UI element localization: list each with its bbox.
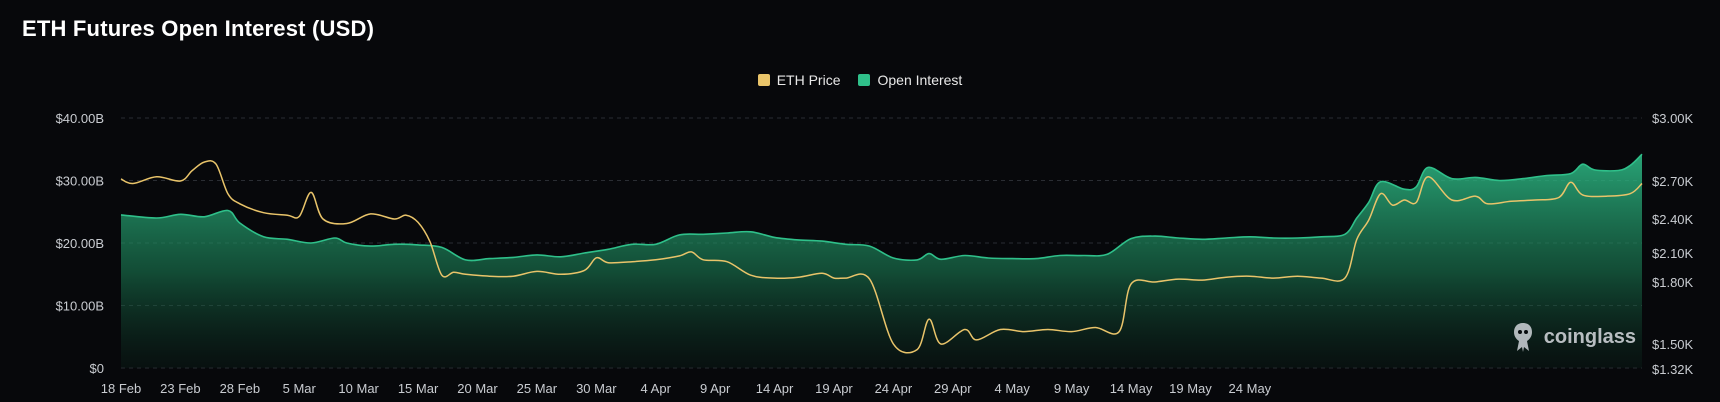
- right-axis-tick-label: $2.70K: [1652, 174, 1694, 189]
- legend-label-eth-price: ETH Price: [776, 72, 841, 88]
- watermark-text: coinglass: [1543, 325, 1636, 348]
- x-axis-tick-label: 25 Mar: [517, 381, 558, 396]
- x-axis-tick-label: 19 Apr: [815, 381, 853, 396]
- x-axis-tick-label: 30 Mar: [576, 381, 617, 396]
- left-axis-tick-label: $0: [90, 361, 104, 376]
- open-interest-line: [120, 153, 1643, 262]
- right-axis-tick-label: $2.40K: [1652, 212, 1694, 227]
- left-axis-tick-label: $10.00B: [56, 299, 104, 314]
- x-axis-tick-label: 10 Mar: [338, 381, 379, 396]
- legend-swatch-eth-price: [757, 74, 770, 86]
- x-axis-tick-label: 23 Feb: [160, 381, 200, 396]
- x-axis-tick-label: 14 May: [1110, 381, 1153, 396]
- open-interest-area: [121, 154, 1642, 368]
- right-axis-tick-label: $1.32K: [1652, 362, 1694, 377]
- right-axis-tick-label: $1.50K: [1652, 337, 1694, 352]
- x-axis-tick-label: 5 Mar: [283, 381, 317, 396]
- right-axis-tick-label: $3.00K: [1652, 111, 1694, 126]
- legend-item-open-interest[interactable]: Open Interest: [858, 72, 962, 88]
- x-axis-tick-label: 20 Mar: [457, 381, 498, 396]
- legend-swatch-open-interest: [858, 74, 871, 86]
- x-axis-tick-label: 24 Apr: [875, 381, 913, 396]
- legend-item-eth-price[interactable]: ETH Price: [757, 72, 841, 88]
- coinglass-watermark: coinglass: [1508, 320, 1636, 354]
- x-axis-tick-label: 19 May: [1169, 381, 1212, 396]
- right-axis-tick-label: $2.10K: [1652, 246, 1694, 261]
- chart-title: ETH Futures Open Interest (USD): [22, 16, 375, 41]
- left-axis-tick-label: $40.00B: [56, 111, 104, 126]
- left-axis-tick-label: $30.00B: [56, 174, 104, 189]
- right-axis-tick-label: $1.80K: [1652, 275, 1694, 290]
- x-axis-tick-label: 18 Feb: [101, 381, 141, 396]
- x-axis-tick-label: 9 May: [1054, 381, 1090, 396]
- chart-legend: ETH Price Open Interest: [0, 72, 1720, 88]
- x-axis-tick-label: 4 May: [995, 381, 1031, 396]
- coinglass-logo-icon: [1513, 323, 1532, 352]
- x-axis-tick-label: 24 May: [1229, 381, 1272, 396]
- x-axis-tick-label: 9 Apr: [700, 381, 731, 396]
- left-axis-tick-label: $20.00B: [56, 236, 104, 251]
- x-axis-tick-label: 29 Apr: [934, 381, 972, 396]
- legend-label-open-interest: Open Interest: [877, 72, 963, 88]
- x-axis-tick-label: 28 Feb: [220, 381, 260, 396]
- eth-price-line: [120, 160, 1643, 354]
- x-axis-tick-label: 14 Apr: [756, 381, 794, 396]
- x-axis-tick-label: 15 Mar: [398, 381, 439, 396]
- x-axis-tick-label: 4 Apr: [641, 381, 672, 396]
